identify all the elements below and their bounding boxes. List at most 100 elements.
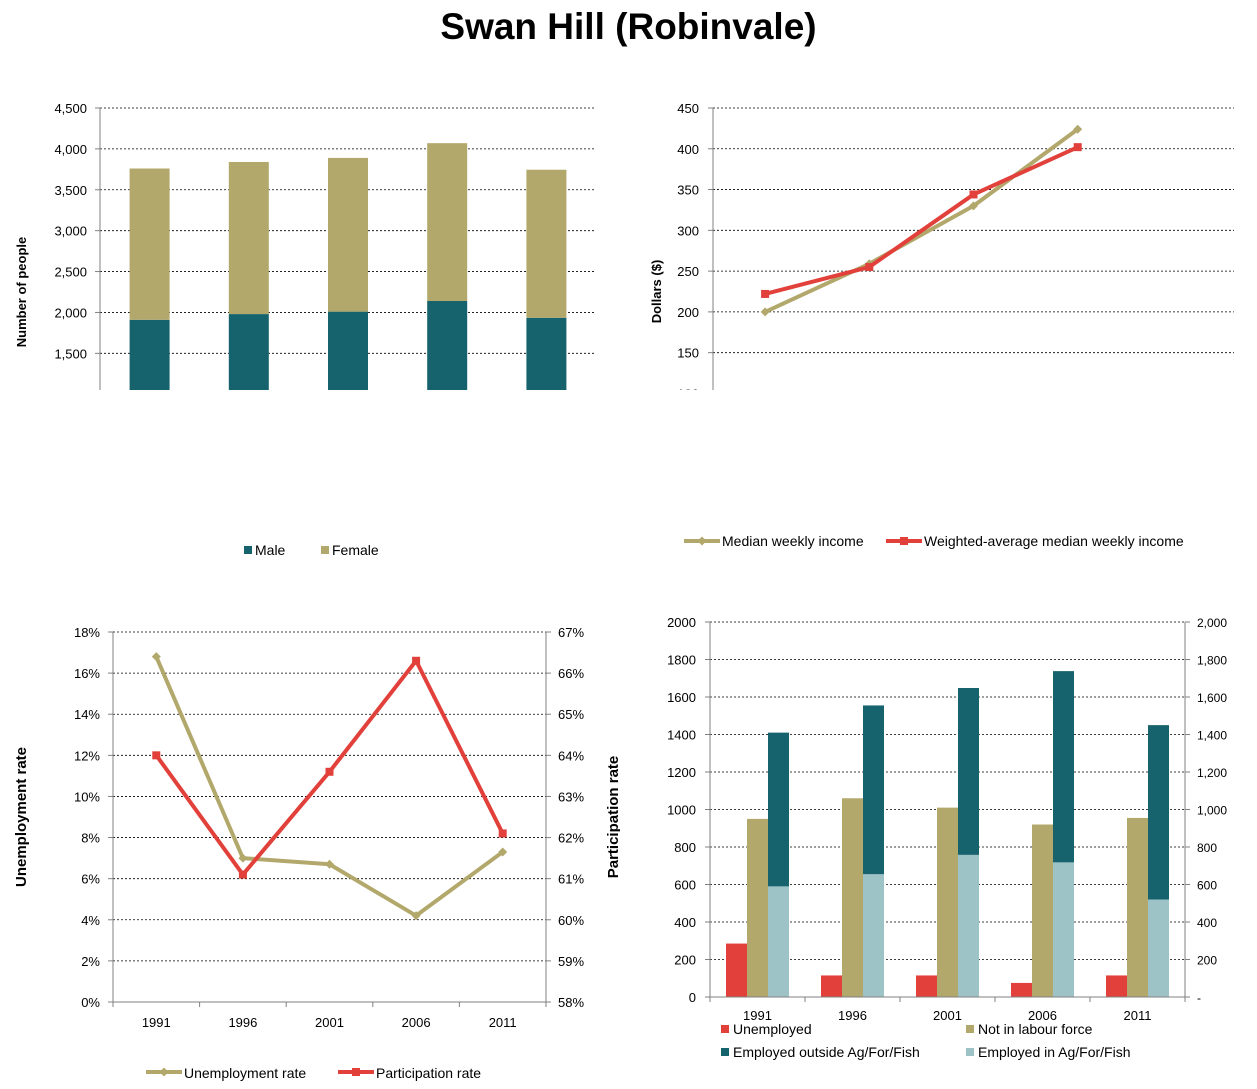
population-bar-male: [328, 311, 368, 390]
rates-legend-label: Unemployment rate: [184, 1065, 306, 1081]
rates-point: [325, 767, 334, 776]
population-ytick-label: 2,000: [54, 305, 87, 320]
labour-bar-employed-outside-ag: [863, 705, 884, 875]
rates-ytick-label: 2%: [81, 954, 100, 969]
income-point: [1073, 143, 1082, 152]
labour-bar-employed-in-ag: [1053, 862, 1074, 997]
rates-legend-label: Participation rate: [376, 1065, 481, 1081]
labour-ytick-label: 1600: [667, 690, 696, 705]
population-ytick-label: 4,500: [54, 101, 87, 116]
labour-bar-employed-in-ag: [958, 854, 979, 997]
rates-xtick-label: 1991: [142, 1015, 171, 1030]
income-ytick-label: 400: [677, 142, 699, 157]
income-ytick-label: 250: [677, 264, 699, 279]
labour-bar-unemployed: [1106, 975, 1127, 997]
rates-point: [238, 870, 247, 879]
population-ytick-label: 4,000: [54, 142, 87, 157]
labour-ytick-label: 800: [674, 840, 696, 855]
labour-y2tick-label: 1,200: [1197, 766, 1227, 780]
labour-legend-label: Not in labour force: [978, 1021, 1093, 1037]
rates-xtick-label: 2006: [402, 1015, 431, 1030]
rates-ytick-label: 8%: [81, 831, 100, 846]
labour-legend-swatch: [966, 1025, 974, 1033]
population-legend-label: Male: [255, 542, 286, 558]
population-bar-female: [129, 168, 170, 320]
rates-point: [238, 853, 248, 863]
population-ytick-label: 1,500: [54, 346, 87, 361]
income-point: [761, 289, 770, 298]
labour-legend-label: Employed in Ag/For/Fish: [978, 1044, 1131, 1060]
labour-bar-unemployed: [726, 943, 747, 997]
labour-bar-not-in-labour-force: [1127, 817, 1148, 997]
labour-bar-unemployed: [821, 975, 842, 997]
rates-point: [152, 751, 161, 760]
population-chart: 05001,0001,5002,0002,5003,0003,5004,0004…: [14, 101, 596, 390]
labour-y2tick-label: -: [1197, 991, 1201, 1005]
population-legend-swatch: [244, 546, 252, 554]
income-y-axis-title: Dollars ($): [649, 260, 664, 324]
rates-y2tick-label: 61%: [558, 872, 584, 887]
rates-series-line: [154, 655, 504, 918]
labour-y2tick-label: 400: [1197, 916, 1217, 930]
labour-legend-swatch: [721, 1025, 729, 1033]
rates-y-axis-title: Unemployment rate: [13, 747, 30, 887]
population-y-axis-title: Number of people: [14, 237, 29, 348]
rates-point: [325, 859, 334, 869]
income-ytick-label: 200: [677, 305, 699, 320]
labour-legend: Unemployed Not in labour force Employed ou…: [721, 1021, 1131, 1060]
labour-bar-not-in-labour-force: [937, 807, 958, 997]
rates-y2tick-label: 67%: [558, 625, 584, 640]
labour-bar-employed-outside-ag: [1053, 671, 1074, 863]
income-point: [969, 190, 978, 199]
labour-y2tick-label: 600: [1197, 879, 1217, 893]
income-legend: Median weekly income Weighted-average med…: [684, 533, 1184, 549]
income-legend-label: Weighted-average median weekly income: [924, 533, 1184, 549]
population-legend-label: Female: [332, 542, 379, 558]
labour-y2tick-label: 800: [1197, 841, 1217, 855]
income-legend-marker: [697, 536, 707, 546]
rates-ytick-label: 4%: [81, 913, 100, 928]
labour-legend-label: Employed outside Ag/For/Fish: [733, 1044, 920, 1060]
population-legend-swatch: [321, 546, 329, 554]
labour-bar-employed-outside-ag: [958, 688, 979, 855]
labour-legend-swatch: [966, 1048, 974, 1056]
labour-ytick-label: 2000: [667, 615, 696, 630]
population-bar-female: [328, 157, 368, 312]
population-bar-male: [129, 319, 170, 390]
rates-xtick-label: 2001: [315, 1015, 344, 1030]
rates-point: [151, 652, 161, 662]
rates-point: [412, 656, 421, 665]
labour-bar-employed-in-ag: [863, 874, 884, 997]
labour-y2tick-label: 1,000: [1197, 804, 1227, 818]
rates-y2tick-label: 62%: [558, 831, 584, 846]
labour-y2tick-label: 200: [1197, 954, 1217, 968]
rates-ytick-label: 6%: [81, 872, 100, 887]
rates-ytick-label: 14%: [74, 707, 100, 722]
rates-xtick-label: 2011: [489, 1015, 517, 1030]
labour-ytick-label: 1200: [667, 765, 696, 780]
labour-ytick-label: 400: [674, 915, 696, 930]
income-series-line: [764, 145, 1079, 296]
rates-y2tick-label: 63%: [558, 789, 584, 804]
rates-y2tick-label: 59%: [558, 954, 584, 969]
labour-xtick-label: 1991: [743, 1008, 772, 1023]
population-bar-female: [526, 169, 567, 318]
rates-ytick-label: 12%: [74, 748, 100, 763]
population-ytick-label: 2,500: [54, 265, 87, 280]
rates-y2-axis-title: Participation rate: [605, 756, 620, 879]
labour-bar-employed-outside-ag: [768, 732, 789, 887]
labour-bar-unemployed: [1011, 982, 1032, 997]
population-bar-male: [228, 314, 269, 390]
labour-y2tick-label: 1,600: [1197, 691, 1227, 705]
rates-y2tick-label: 66%: [558, 666, 584, 681]
labour-ytick-label: 200: [674, 953, 696, 968]
labour-y2tick-label: 1,400: [1197, 729, 1227, 743]
income-legend-label: Median weekly income: [722, 533, 864, 549]
labour-ytick-label: 1800: [667, 653, 696, 668]
income-chart: 0501001502002503003504004501991199620012…: [649, 101, 1234, 390]
labour-bar-unemployed: [916, 975, 937, 997]
income-point: [969, 201, 978, 211]
income-ytick-label: 300: [677, 223, 699, 238]
income-point: [865, 263, 874, 272]
rates-legend-marker: [352, 1068, 360, 1076]
